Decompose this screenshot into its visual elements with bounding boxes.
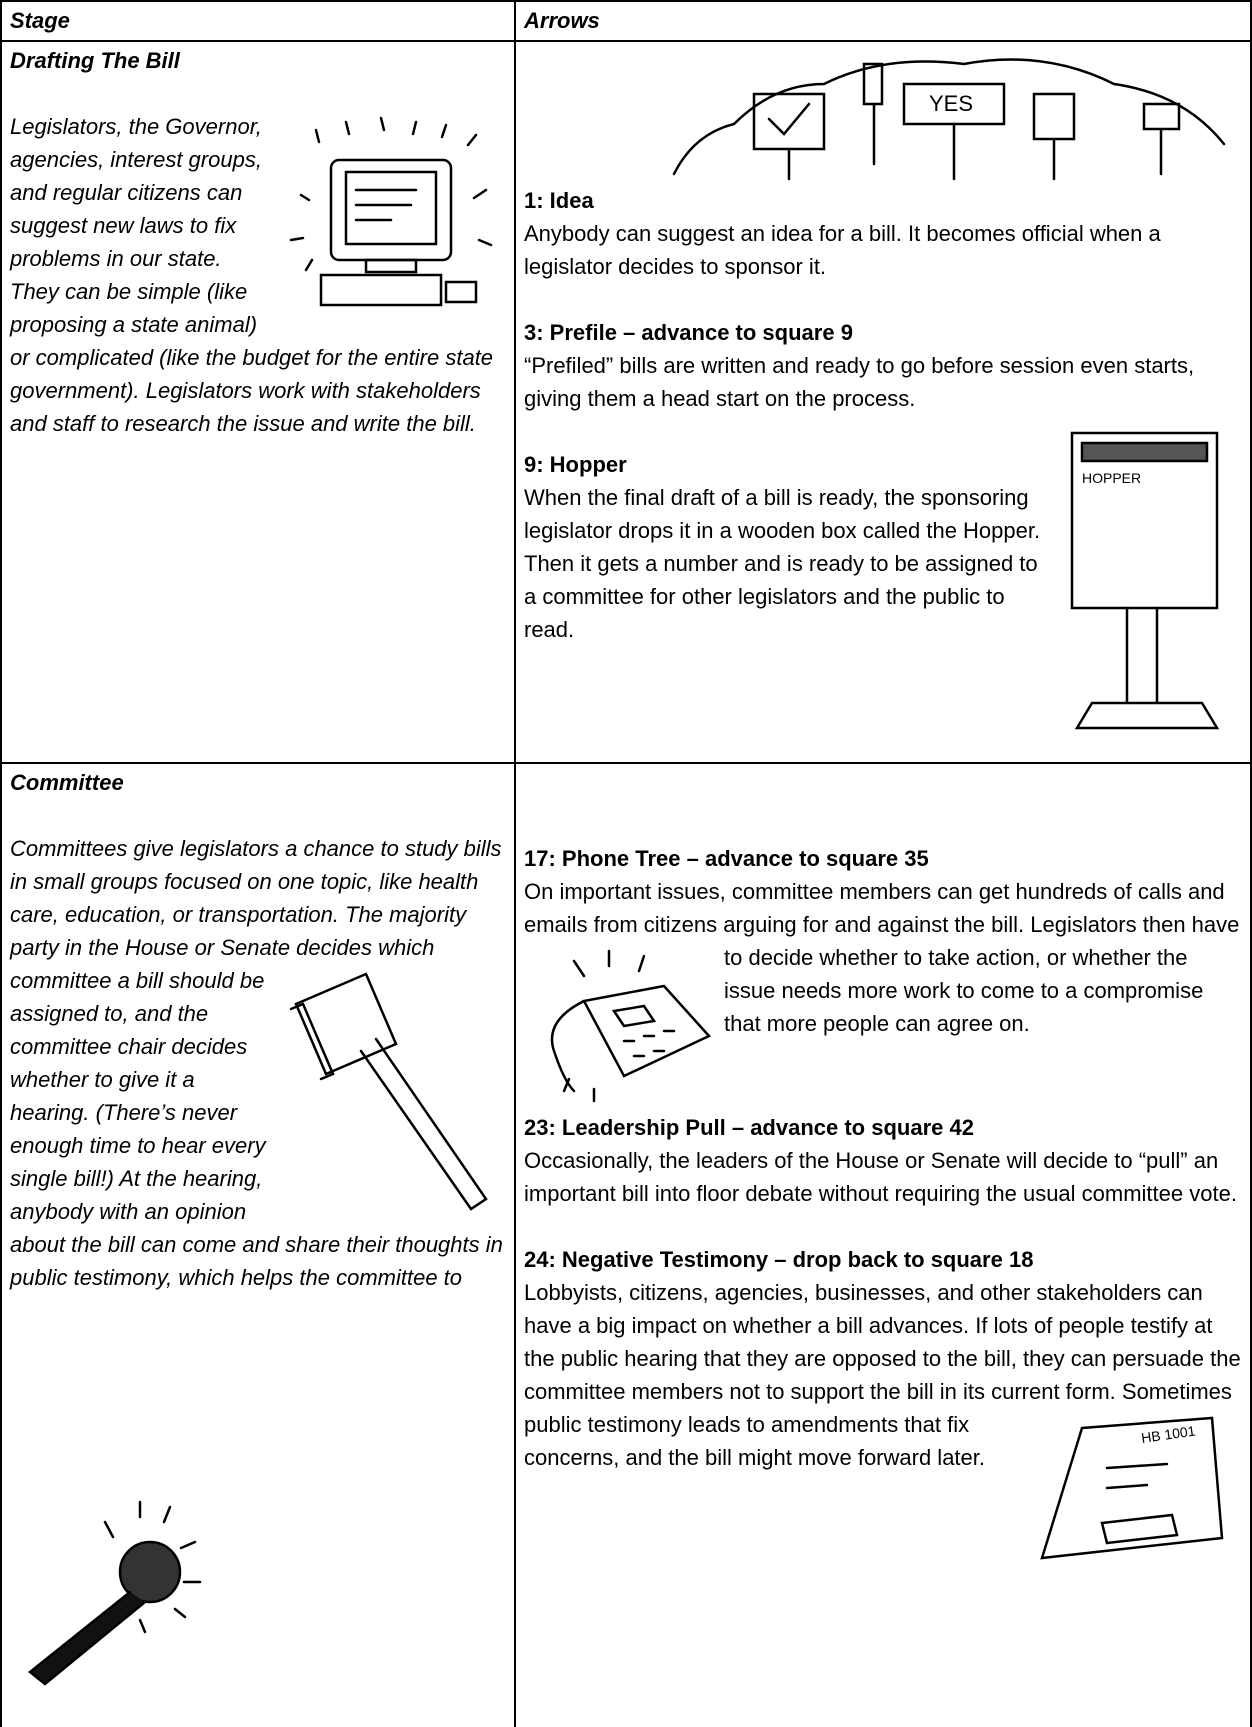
bill-text: HB 1001 [1140,1423,1196,1446]
stage-cell: Committee Committees give legislators a … [0,762,516,1727]
entry-heading: 3: Prefile – advance to square 9 [524,320,853,345]
entry: 17: Phone Tree – advance to square 35 On… [524,842,1242,1103]
entry-body: Anybody can suggest an idea for a bill. … [524,221,1161,279]
stage-text: Committees give legislators a chance to … [10,836,503,1290]
entry-heading: 17: Phone Tree – advance to square 35 [524,846,929,871]
stage-text: Legislators, the Governor, agencies, int… [10,114,494,436]
phone-illustration [550,949,712,1103]
entry-body: When the final draft of a bill is ready,… [524,485,1041,642]
row: Committee Committees give legislators a … [0,762,1252,1727]
entry: HOPPER 9: Hopper When the final draft of … [524,431,1242,730]
stage-title: Drafting The Bill [10,48,180,73]
header-cell: Arrows [514,0,1252,42]
entry: 1: Idea Anybody can suggest an idea for a… [524,184,1242,283]
entry-body: On important issues, committee members c… [524,879,1240,1036]
gavel-illustration [289,972,488,1211]
computer-illustration [289,116,493,307]
entry-heading: 23: Leadership Pull – advance to square … [524,1115,974,1140]
row: Drafting The Bill Legislators, the Gover… [0,40,1252,764]
header-cell: Stage [0,0,516,42]
entry-heading: 24: Negative Testimony – drop back to sq… [524,1247,1034,1272]
hopper-illustration: HOPPER [1070,431,1220,730]
bill-illustration: HB 1001 [1040,1416,1224,1560]
entry-body: Occasionally, the leaders of the House o… [524,1148,1237,1206]
stage-title: Committee [10,770,124,795]
arrows-cell: 17: Phone Tree – advance to square 35 On… [514,762,1252,1727]
entry: 23: Leadership Pull – advance to square … [524,1111,1242,1210]
arrows-cell: YES 1: Idea Anybody can suggest an idea f… [514,40,1252,764]
signs-illustration: YES [672,58,1226,181]
header-row: Stage Arrows [0,0,1252,42]
entry-body: Lobbyists, citizens, agencies, businesse… [524,1280,1241,1470]
hopper-text: HOPPER [1082,470,1141,486]
entry-heading: 9: Hopper [524,452,627,477]
entry: 3: Prefile – advance to square 9 “Prefile… [524,316,1242,415]
entry-heading: 1: Idea [524,188,594,213]
entry: 24: Negative Testimony – drop back to sq… [524,1243,1242,1560]
microphone-illustration [27,1500,202,1686]
sign-text: YES [929,91,973,116]
entry-body: “Prefiled” bills are written and ready t… [524,353,1195,411]
stage-cell: Drafting The Bill Legislators, the Gover… [0,40,516,764]
